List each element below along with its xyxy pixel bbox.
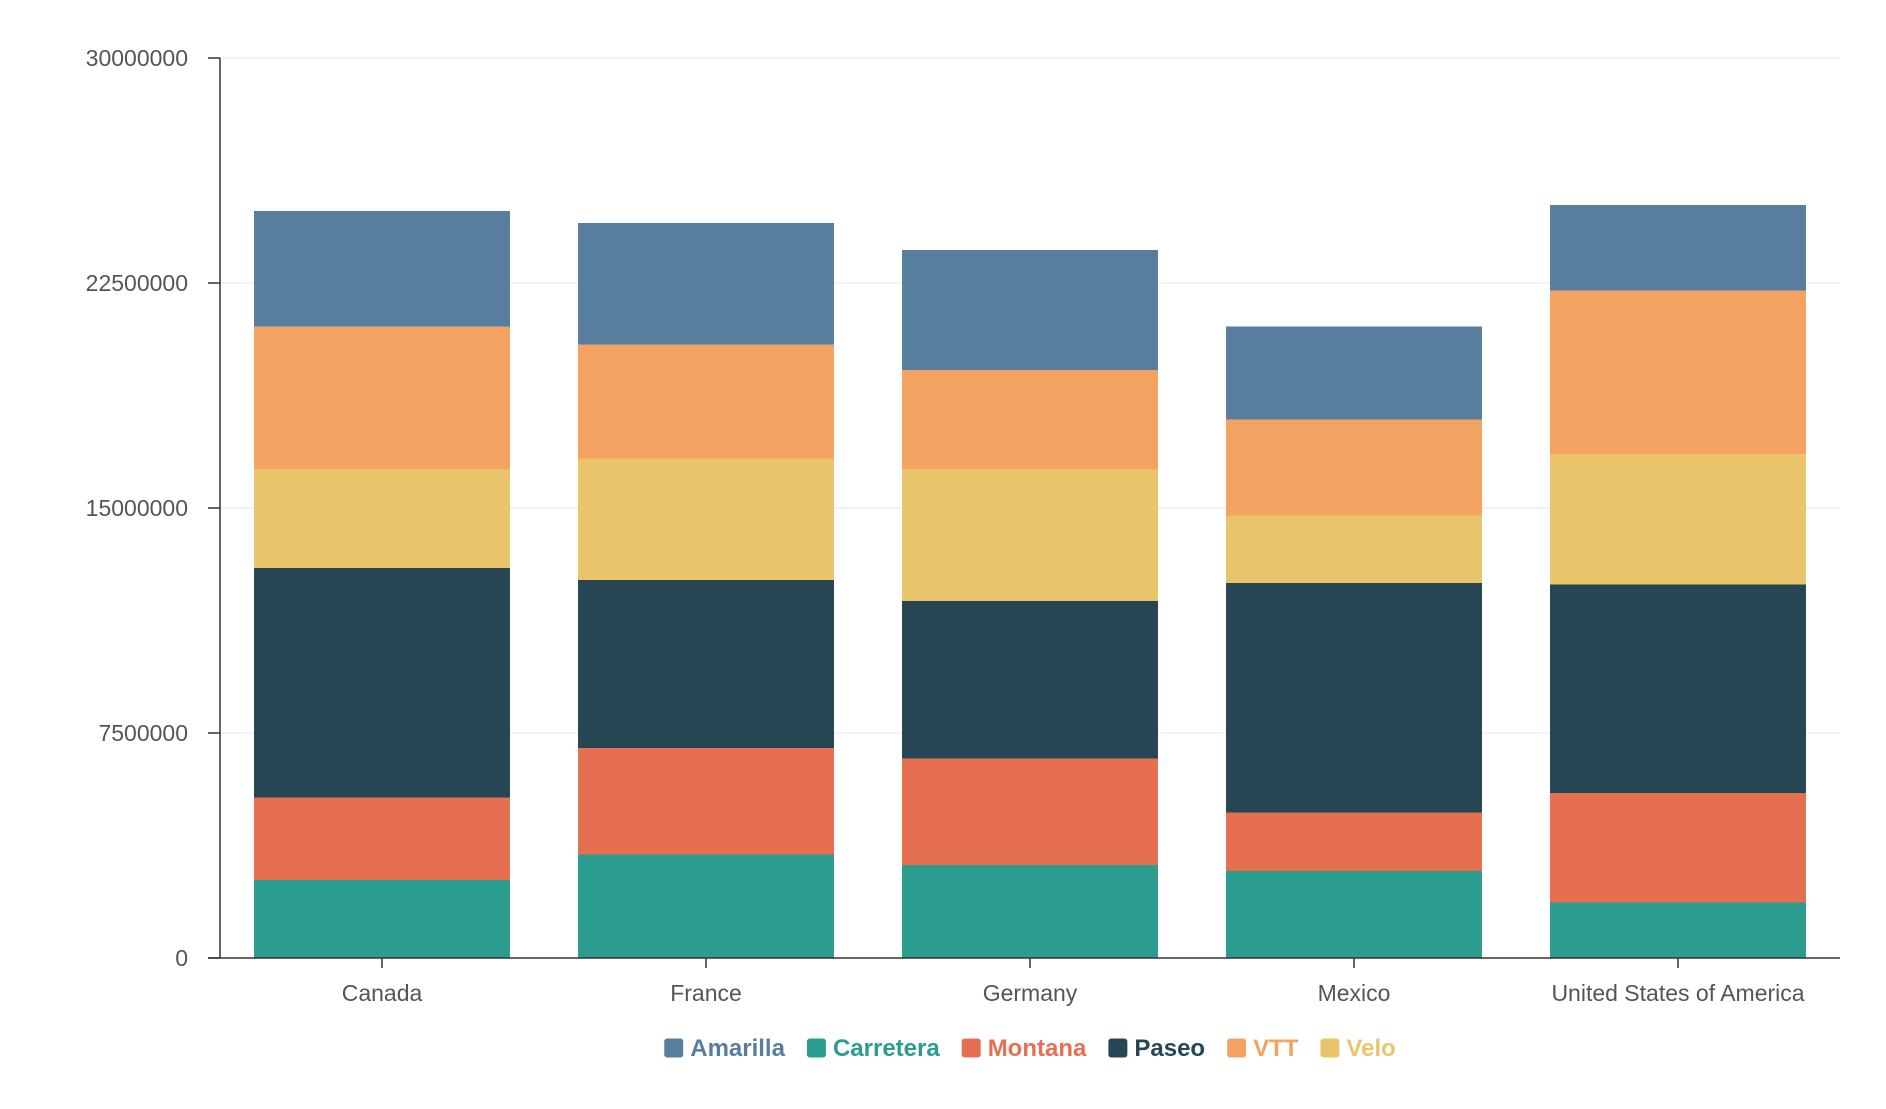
bar-segment-amarilla[interactable] [902,250,1158,370]
bar-segment-montana[interactable] [902,758,1158,866]
bar-segment-paseo[interactable] [578,580,834,748]
y-tick-label: 0 [175,945,188,971]
bar-segment-amarilla[interactable] [1226,326,1482,420]
bar-segment-carretera[interactable] [578,854,834,959]
legend-item-carretera[interactable]: Carretera [806,1035,940,1062]
x-tick-label: Mexico [1318,980,1391,1006]
legend-label: Velo [1346,1035,1395,1062]
bar-segment-paseo[interactable] [1226,583,1482,813]
x-tick-label: Canada [342,980,423,1006]
bar-segment-paseo[interactable] [902,601,1158,759]
bar-segment-velo[interactable] [1550,454,1806,585]
bar-segment-vtt[interactable] [902,370,1158,469]
legend-label: VTT [1253,1035,1299,1062]
legend-swatch [1320,1038,1340,1058]
bar-segment-carretera[interactable] [254,880,510,958]
bar-segment-paseo[interactable] [254,568,510,798]
x-tick-label: Germany [983,980,1078,1006]
y-tick-label: 15000000 [86,495,188,521]
bar-segment-velo[interactable] [578,458,834,581]
legend-item-amarilla[interactable]: Amarilla [664,1035,786,1062]
bar-segment-velo[interactable] [1226,515,1482,584]
bar-segment-vtt[interactable] [254,326,510,470]
bar-segment-vtt[interactable] [578,344,834,459]
legend-item-paseo[interactable]: Paseo [1108,1035,1205,1062]
y-tick-label: 30000000 [86,45,188,71]
bar-segment-montana[interactable] [1226,812,1482,872]
legend-item-velo[interactable]: Velo [1320,1035,1396,1062]
legend-swatch [1108,1038,1128,1058]
bar-segment-amarilla[interactable] [578,223,834,345]
bars [254,205,1806,958]
legend-label: Paseo [1134,1035,1205,1062]
bar-segment-carretera[interactable] [1550,902,1806,959]
bar-segment-vtt[interactable] [1226,419,1482,516]
legend-label: Carretera [833,1035,940,1062]
bar-segment-montana[interactable] [578,748,834,855]
legend-item-montana[interactable]: Montana [961,1035,1087,1062]
axes: 0 7500000 15000000 22500000 30000000 Canada Fr… [86,45,1840,1006]
legend-swatch [961,1038,981,1058]
legend-label: Montana [988,1035,1087,1062]
bar-segment-carretera[interactable] [1226,871,1482,958]
bar-segment-paseo[interactable] [1550,584,1806,794]
legend-label: Amarilla [690,1035,785,1062]
bar-segment-velo[interactable] [902,469,1158,601]
legend-swatch [664,1038,684,1058]
legend: Amarilla Carretera Montana Paseo VTT Velo [664,1035,1396,1062]
bar-segment-montana[interactable] [1550,793,1806,903]
bar-segment-velo[interactable] [254,469,510,568]
bar-segment-montana[interactable] [254,797,510,881]
bar-segment-vtt[interactable] [1550,290,1806,455]
y-tick-label: 22500000 [86,270,188,296]
x-tick-label: France [670,980,742,1006]
bar-segment-amarilla[interactable] [1550,205,1806,291]
legend-swatch [806,1038,826,1058]
legend-swatch [1227,1038,1247,1058]
y-tick-label: 7500000 [98,720,188,746]
bar-segment-amarilla[interactable] [254,211,510,327]
legend-item-vtt[interactable]: VTT [1227,1035,1299,1062]
x-tick-label: United States of America [1551,980,1804,1006]
bar-segment-carretera[interactable] [902,865,1158,958]
